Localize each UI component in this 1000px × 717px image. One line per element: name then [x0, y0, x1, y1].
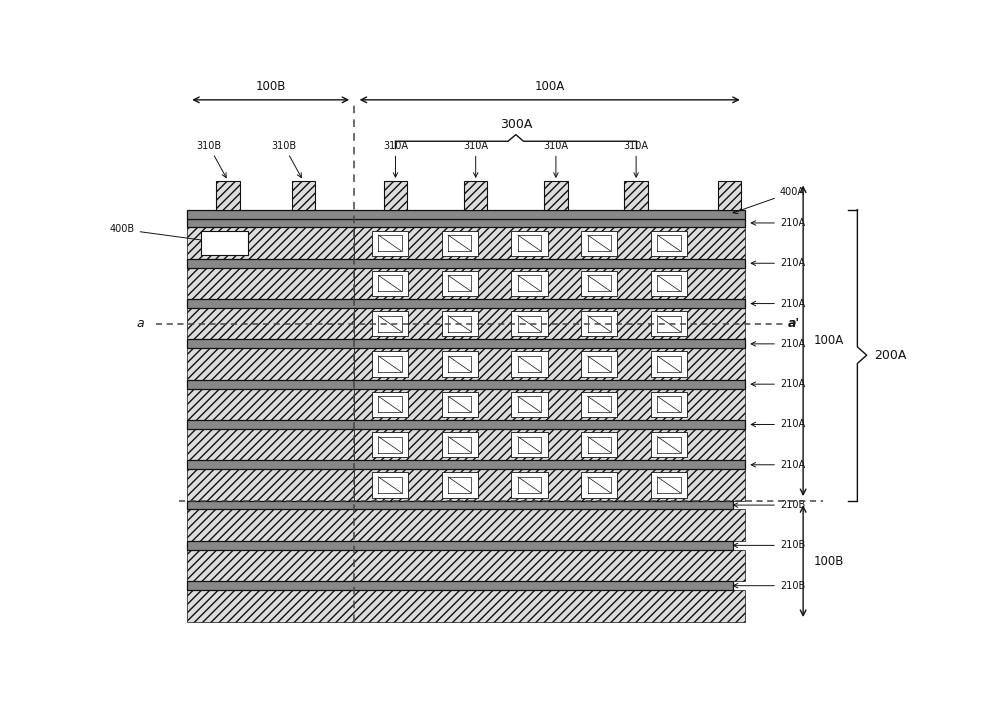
Text: 210A: 210A [751, 258, 805, 268]
Bar [372, 271, 408, 296]
Bar [581, 311, 617, 336]
Text: 310B: 310B [196, 141, 226, 178]
Text: 210A: 210A [751, 218, 805, 228]
Text: 300A: 300A [500, 118, 532, 131]
Bar [651, 473, 687, 498]
Bar [442, 391, 478, 417]
Text: 100A: 100A [535, 80, 565, 93]
Bar [651, 271, 687, 296]
Bar [354, 227, 745, 259]
Bar [624, 181, 648, 209]
Bar [187, 541, 733, 550]
Bar [354, 267, 745, 299]
Text: 210B: 210B [733, 541, 805, 551]
Text: 400B: 400B [110, 224, 221, 244]
Bar [581, 391, 617, 417]
Bar [187, 339, 745, 348]
Bar [292, 181, 315, 209]
Bar [372, 432, 408, 457]
Bar [511, 271, 548, 296]
Bar [187, 389, 354, 420]
Text: 210A: 210A [751, 460, 805, 470]
Bar [187, 209, 745, 219]
Bar [354, 308, 745, 339]
Bar [651, 351, 687, 376]
Text: 200A: 200A [874, 348, 907, 361]
Bar [442, 351, 478, 376]
Text: 310A: 310A [383, 141, 408, 177]
Bar [511, 473, 548, 498]
Text: 100B: 100B [256, 80, 286, 93]
Bar [581, 351, 617, 376]
Text: a: a [137, 317, 144, 331]
Bar [187, 500, 733, 510]
Text: a': a' [788, 317, 800, 331]
Bar [187, 227, 354, 259]
Bar [384, 181, 407, 209]
Bar [187, 380, 745, 389]
Bar [651, 311, 687, 336]
Bar [372, 351, 408, 376]
Bar [187, 267, 354, 299]
Bar [216, 181, 240, 209]
Bar [372, 391, 408, 417]
Bar [581, 473, 617, 498]
Bar [442, 271, 478, 296]
Bar [354, 429, 745, 460]
Bar [651, 432, 687, 457]
Bar [187, 299, 745, 308]
Bar [354, 389, 745, 420]
Text: 210A: 210A [751, 339, 805, 349]
Bar [511, 391, 548, 417]
Text: 310A: 310A [543, 141, 568, 177]
Bar [187, 219, 745, 227]
Bar [511, 351, 548, 376]
Bar [187, 259, 745, 267]
Bar [187, 550, 745, 581]
Bar [372, 473, 408, 498]
Bar [187, 308, 354, 339]
Bar [442, 311, 478, 336]
Bar [187, 581, 733, 590]
Text: 210A: 210A [751, 419, 805, 429]
Bar [187, 420, 745, 429]
Bar [354, 469, 745, 500]
Bar [544, 181, 568, 209]
Bar [187, 348, 354, 380]
Bar [442, 473, 478, 498]
Bar [187, 469, 354, 500]
Bar [511, 432, 548, 457]
Bar [511, 311, 548, 336]
Text: 100B: 100B [813, 555, 844, 568]
Bar [187, 460, 745, 469]
Text: 400A: 400A [733, 187, 805, 214]
Bar [372, 311, 408, 336]
Text: 310A: 310A [624, 141, 649, 177]
Text: 210A: 210A [751, 298, 805, 308]
Bar [651, 231, 687, 256]
Bar [372, 231, 408, 256]
Text: 210A: 210A [751, 379, 805, 389]
Bar [464, 181, 487, 209]
Text: 100A: 100A [813, 334, 843, 347]
Bar [581, 432, 617, 457]
Bar [354, 348, 745, 380]
Text: 210B: 210B [733, 500, 805, 510]
Text: 310B: 310B [271, 141, 301, 178]
Text: 310A: 310A [463, 141, 488, 177]
Bar [442, 432, 478, 457]
Bar [187, 510, 745, 541]
Text: 210B: 210B [733, 581, 805, 591]
Bar [187, 590, 745, 622]
Bar [511, 231, 548, 256]
Bar [581, 231, 617, 256]
Bar [581, 271, 617, 296]
Bar [651, 391, 687, 417]
Bar [187, 429, 354, 460]
Bar [201, 231, 248, 255]
Bar [442, 231, 478, 256]
Bar [718, 181, 741, 209]
